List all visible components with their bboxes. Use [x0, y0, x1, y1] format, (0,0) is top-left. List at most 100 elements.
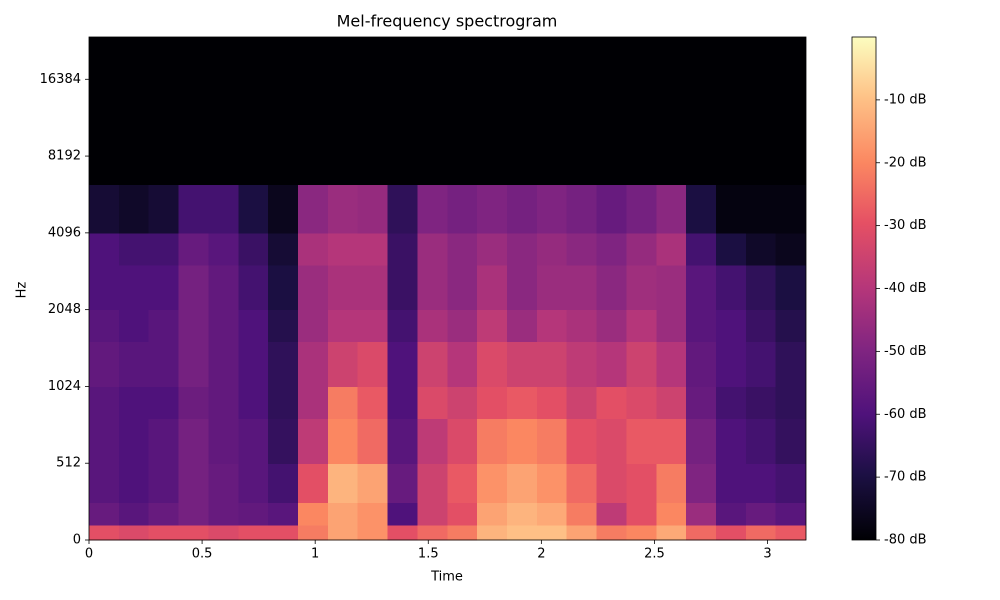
cell [208, 309, 239, 343]
cell [387, 184, 419, 234]
x-tick-label: 2.5 [644, 547, 665, 562]
cell [178, 264, 210, 311]
cell [775, 264, 807, 311]
colorbar-tick-label: -80 dB [884, 533, 927, 548]
cell [447, 184, 478, 234]
cell [357, 463, 389, 504]
cell [686, 386, 717, 419]
cell [477, 463, 508, 504]
cell [506, 341, 538, 388]
cell [118, 264, 150, 311]
cell [506, 232, 538, 266]
cell [447, 232, 478, 266]
cell [536, 386, 568, 419]
cell [148, 309, 180, 343]
cell [596, 341, 628, 388]
cell [477, 264, 508, 311]
cell [208, 264, 239, 311]
cell [686, 463, 717, 504]
cell [596, 386, 628, 419]
cell [178, 309, 210, 343]
cell [208, 463, 239, 504]
cell [268, 463, 299, 504]
cell [178, 37, 210, 185]
cell [626, 264, 657, 311]
cell [208, 525, 239, 541]
cell [178, 184, 210, 234]
y-tick-label: 2048 [48, 302, 81, 317]
cell [208, 386, 239, 419]
cell [715, 386, 747, 419]
cell [686, 525, 717, 541]
cell [178, 463, 210, 504]
cell [536, 232, 568, 266]
cell [715, 463, 747, 504]
cell [327, 37, 359, 185]
x-tick-label: 1 [311, 547, 319, 562]
cell [596, 232, 628, 266]
cell [357, 502, 389, 526]
cell [566, 502, 598, 526]
cell [745, 264, 777, 311]
cell [417, 184, 448, 234]
cell [656, 184, 687, 234]
cell [626, 184, 657, 234]
cell [297, 386, 329, 419]
cell [566, 525, 598, 541]
cell [656, 418, 687, 464]
cell [357, 37, 389, 185]
cell [357, 264, 389, 311]
cell [327, 463, 359, 504]
colorbar-tick-label: -10 dB [884, 92, 927, 107]
cell [357, 418, 389, 464]
x-tick-label: 0.5 [192, 547, 213, 562]
cell [506, 37, 538, 185]
cell [297, 341, 329, 388]
cell [477, 37, 508, 185]
cell [626, 232, 657, 266]
cell [656, 309, 687, 343]
cell [327, 502, 359, 526]
cell [148, 37, 180, 185]
y-axis-label: Hz [15, 282, 30, 299]
cell [417, 525, 448, 541]
cell [566, 232, 598, 266]
cell [327, 309, 359, 343]
cell [656, 37, 687, 185]
x-tick-label: 0 [85, 547, 93, 562]
cell [297, 184, 329, 234]
cell [148, 341, 180, 388]
cell [118, 341, 150, 388]
x-tick-label: 3 [763, 547, 771, 562]
cell [566, 386, 598, 419]
cell [268, 264, 299, 311]
cell [745, 309, 777, 343]
cell [417, 418, 448, 464]
cell [208, 184, 239, 234]
cell [775, 386, 807, 419]
cell [417, 463, 448, 504]
cell [417, 264, 448, 311]
cell [715, 502, 747, 526]
cell [596, 502, 628, 526]
cell [357, 525, 389, 541]
cell [686, 232, 717, 266]
cell [745, 418, 777, 464]
cell [686, 341, 717, 388]
cell [297, 525, 329, 541]
cell [268, 309, 299, 343]
cell [268, 386, 299, 419]
cell [268, 184, 299, 234]
cell [686, 502, 717, 526]
cell [357, 386, 389, 419]
cell [656, 232, 687, 266]
cell [596, 418, 628, 464]
cell [297, 264, 329, 311]
cell [626, 309, 657, 343]
cell [238, 341, 269, 388]
y-tick-label: 512 [56, 456, 81, 471]
cell [327, 232, 359, 266]
cell [417, 309, 448, 343]
cell [238, 418, 269, 464]
